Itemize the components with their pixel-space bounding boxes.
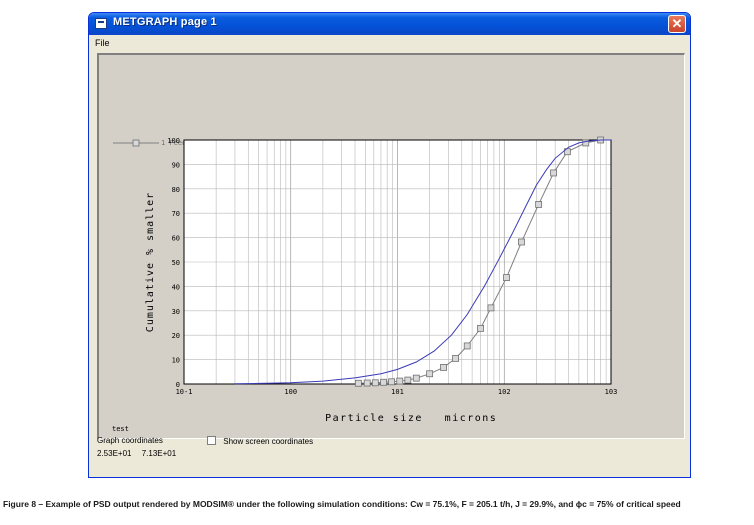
- legend-feed-marker: [132, 139, 140, 147]
- title-bar[interactable]: METGRAPH page 1 ✕: [89, 13, 690, 35]
- graph-coordinates-values: 2.53E+01 7.13E+01: [97, 449, 184, 458]
- menu-file[interactable]: File: [95, 38, 110, 48]
- metgraph-window: METGRAPH page 1 ✕ File 1 Feed2 Product 0…: [88, 12, 691, 478]
- y-tick-label: 40: [172, 283, 180, 291]
- y-tick-label: 50: [172, 259, 180, 267]
- y-tick-label: 70: [172, 210, 180, 218]
- feed-data-point: [550, 169, 558, 177]
- feed-data-point: [487, 304, 495, 312]
- legend-feed-label: 1 Feed: [161, 139, 186, 147]
- y-tick-label: 0: [176, 381, 180, 389]
- feed-data-point: [412, 374, 420, 382]
- chart-grid: [183, 139, 611, 385]
- product-series-line: [234, 139, 611, 385]
- x-axis-label: Particle size: [325, 413, 423, 424]
- show-screen-coordinates-checkbox[interactable]: [207, 436, 216, 445]
- feed-data-point: [582, 139, 590, 147]
- psd-chart[interactable]: 1 Feed2 Product 010203040506070809010010…: [99, 55, 687, 441]
- graph-area[interactable]: 1 Feed2 Product 010203040506070809010010…: [97, 53, 685, 439]
- graph-coordinates-label: Graph coordinates: [97, 436, 163, 445]
- feed-data-point: [463, 342, 471, 350]
- app-icon[interactable]: [95, 18, 107, 29]
- chart-series: [234, 136, 611, 387]
- feed-data-point: [354, 379, 362, 387]
- show-screen-coordinates[interactable]: Show screen coordinates: [207, 436, 313, 446]
- x-tick-label: 102: [498, 388, 511, 396]
- close-button[interactable]: ✕: [668, 15, 686, 33]
- coord-y-value: 7.13E+01: [141, 449, 177, 458]
- feed-data-point: [363, 379, 371, 387]
- feed-data-point: [388, 378, 395, 386]
- axis-ticks: 0 10 20 30 40 50 60 70 80 90 100 10-1 100 101 102 103: [167, 137, 617, 396]
- feed-data-point: [426, 370, 434, 378]
- y-tick-label: 30: [172, 308, 180, 316]
- y-tick-label: 20: [172, 332, 180, 340]
- feed-data-point: [404, 376, 412, 384]
- menu-bar: File: [89, 35, 690, 53]
- x-tick-label: 10-1: [176, 388, 193, 396]
- x-tick-label: 101: [391, 388, 404, 396]
- y-tick-label: 100: [167, 137, 180, 145]
- figure-caption: Figure 8 – Example of PSD output rendere…: [3, 499, 681, 509]
- window-title: METGRAPH page 1: [113, 16, 217, 28]
- x-tick-label: 100: [284, 388, 297, 396]
- coord-x-value: 2.53E+01: [97, 449, 132, 458]
- feed-data-point: [503, 274, 510, 282]
- y-tick-label: 60: [172, 235, 180, 243]
- y-tick-label: 80: [172, 186, 180, 194]
- feed-data-point: [380, 378, 387, 386]
- y-axis-label: Cumulative % smaller: [145, 192, 156, 332]
- show-screen-coordinates-label: Show screen coordinates: [223, 437, 314, 446]
- x-axis-unit: microns: [445, 413, 498, 424]
- y-tick-label: 90: [172, 161, 180, 169]
- feed-data-point: [477, 324, 484, 332]
- x-tick-label: 103: [605, 388, 618, 396]
- graph-footer-text: test: [112, 425, 129, 433]
- feed-data-point: [371, 379, 379, 387]
- feed-data-point: [452, 354, 459, 362]
- feed-data-point: [535, 201, 543, 208]
- y-tick-label: 10: [172, 357, 180, 365]
- feed-data-point: [396, 377, 404, 385]
- feed-data-point: [518, 238, 525, 246]
- feed-data-point: [440, 364, 447, 371]
